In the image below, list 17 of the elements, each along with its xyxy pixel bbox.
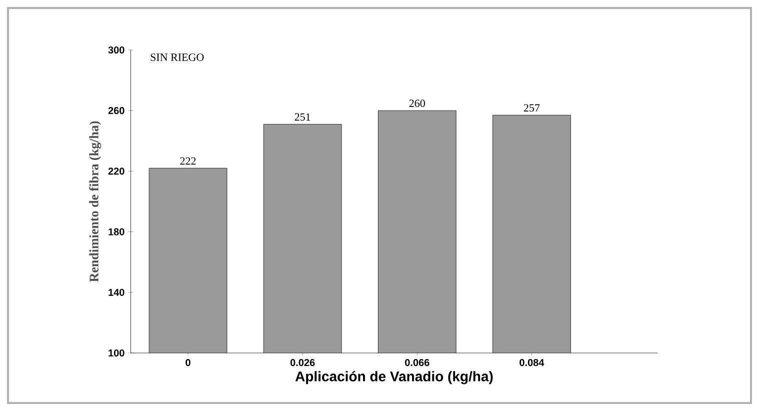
x-tick-label: 0.084 [520,359,544,366]
x-tick-label: 0.026 [290,359,315,366]
x-tick-label: 0.066 [405,359,430,366]
x-axis-title: Aplicación de Vanadio (kg/ha) [295,370,493,384]
y-tick-label: 140 [108,288,124,296]
y-tick-label: 220 [108,168,124,175]
y-tick-label: 180 [108,228,124,236]
data-label: 251 [294,113,310,121]
y-tick-label: 260 [108,107,124,114]
y-tick-label: 100 [108,349,124,357]
data-label: 257 [524,104,540,112]
data-label: 222 [180,157,196,165]
chart-title: SIN RIEGO [150,54,204,61]
y-tick-label: 300 [108,46,124,54]
x-tick-label: 0 [186,359,190,366]
data-label: 260 [409,100,425,108]
y-axis-title: Rendimiento de fibra (kg/ha) [89,121,102,282]
